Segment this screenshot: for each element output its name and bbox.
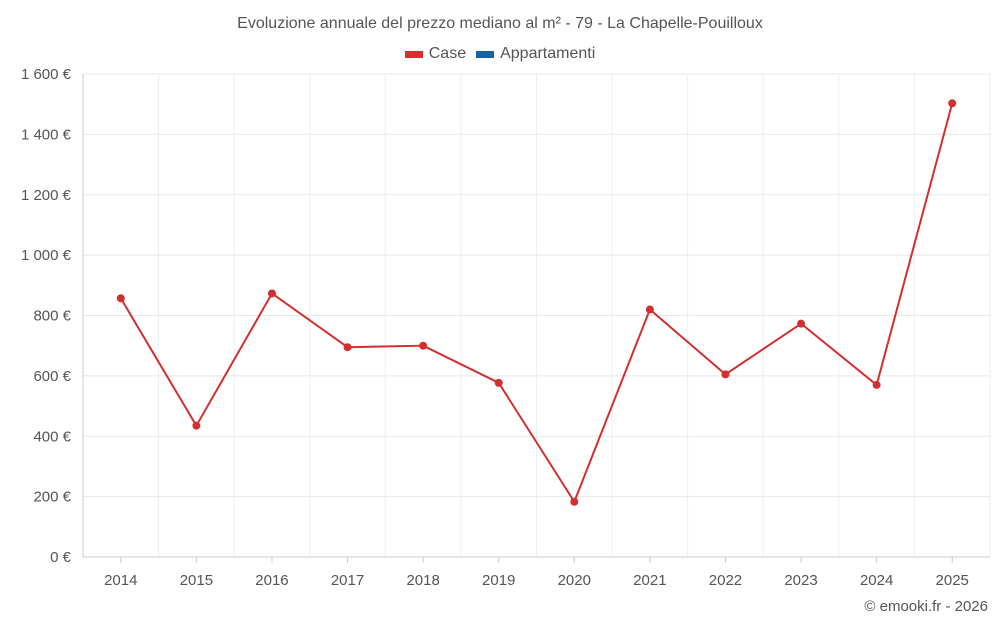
x-tick-label: 2022 xyxy=(709,572,742,589)
legend-label-appartamenti: Appartamenti xyxy=(500,45,596,62)
data-point-2017 xyxy=(343,343,352,352)
y-tick-label: 800 € xyxy=(33,308,71,325)
series-line-case xyxy=(119,103,954,503)
y-tick-label: 1 000 € xyxy=(21,247,72,264)
chart-title: Evoluzione annuale del prezzo mediano al… xyxy=(237,15,763,32)
data-point-2025 xyxy=(948,99,957,108)
data-point-2023 xyxy=(797,319,806,328)
y-tick-label: 200 € xyxy=(33,489,71,506)
x-tick-label: 2023 xyxy=(784,572,817,589)
data-point-2016 xyxy=(267,289,276,298)
legend-swatch-case xyxy=(404,50,423,58)
x-tick-label: 2016 xyxy=(255,572,288,589)
x-tick-label: 2015 xyxy=(180,572,213,589)
data-point-2020 xyxy=(570,497,579,506)
data-point-2019 xyxy=(494,378,503,387)
data-point-2015 xyxy=(192,421,201,430)
legend-swatch-appartamenti xyxy=(476,50,495,58)
chart-legend: Case Appartamenti xyxy=(0,45,1000,63)
data-point-2014 xyxy=(116,294,125,303)
y-tick-label: 600 € xyxy=(33,368,71,385)
data-point-2022 xyxy=(721,370,730,379)
x-tick-label: 2024 xyxy=(860,572,893,589)
y-tick-label: 0 € xyxy=(50,549,72,566)
x-tick-label: 2017 xyxy=(331,572,364,589)
x-tick-label: 2021 xyxy=(633,572,666,589)
x-tick-label: 2018 xyxy=(406,572,439,589)
x-tick-label: 2020 xyxy=(558,572,591,589)
y-tick-label: 1 400 € xyxy=(21,126,72,143)
legend-item-case[interactable]: Case xyxy=(404,45,467,63)
credit-text: © emooki.fr - 2026 xyxy=(864,598,988,615)
y-tick-label: 1 600 € xyxy=(21,66,72,83)
x-tick-label: 2014 xyxy=(104,572,137,589)
x-tick-label: 2025 xyxy=(936,572,969,589)
y-tick-label: 400 € xyxy=(33,428,71,445)
y-tick-label: 1 200 € xyxy=(21,187,72,204)
legend-item-appartamenti[interactable]: Appartamenti xyxy=(476,45,595,63)
legend-label-case: Case xyxy=(428,45,467,62)
x-tick-label: 2019 xyxy=(482,572,515,589)
data-point-2021 xyxy=(645,305,654,314)
data-point-2024 xyxy=(872,380,881,389)
data-point-2018 xyxy=(419,341,428,350)
